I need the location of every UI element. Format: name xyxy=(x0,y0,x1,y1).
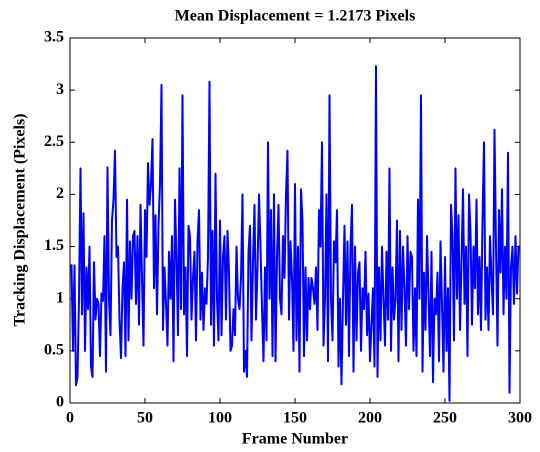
data-line xyxy=(70,65,520,402)
x-tick-label: 200 xyxy=(358,410,382,427)
y-tick-label: 0 xyxy=(56,394,64,411)
y-tick-label: 1.5 xyxy=(44,237,64,254)
x-tick-label: 250 xyxy=(433,410,457,427)
y-tick-label: 3.5 xyxy=(44,29,64,46)
chart-title: Mean Displacement = 1.2173 Pixels xyxy=(175,8,416,25)
x-tick-label: 300 xyxy=(508,410,532,427)
y-tick-label: 2 xyxy=(56,185,64,202)
x-tick-label: 100 xyxy=(208,410,232,427)
y-tick-label: 2.5 xyxy=(44,133,64,150)
x-tick-label: 50 xyxy=(137,410,153,427)
x-axis-label: Frame Number xyxy=(242,431,348,448)
y-tick-label: 0.5 xyxy=(44,342,64,359)
x-tick-label: 0 xyxy=(66,410,74,427)
y-tick-label: 3 xyxy=(56,81,64,98)
y-tick-label: 1 xyxy=(56,289,64,306)
y-axis-label: Tracking Displacement (Pixels) xyxy=(12,113,29,326)
x-tick-label: 150 xyxy=(283,410,307,427)
